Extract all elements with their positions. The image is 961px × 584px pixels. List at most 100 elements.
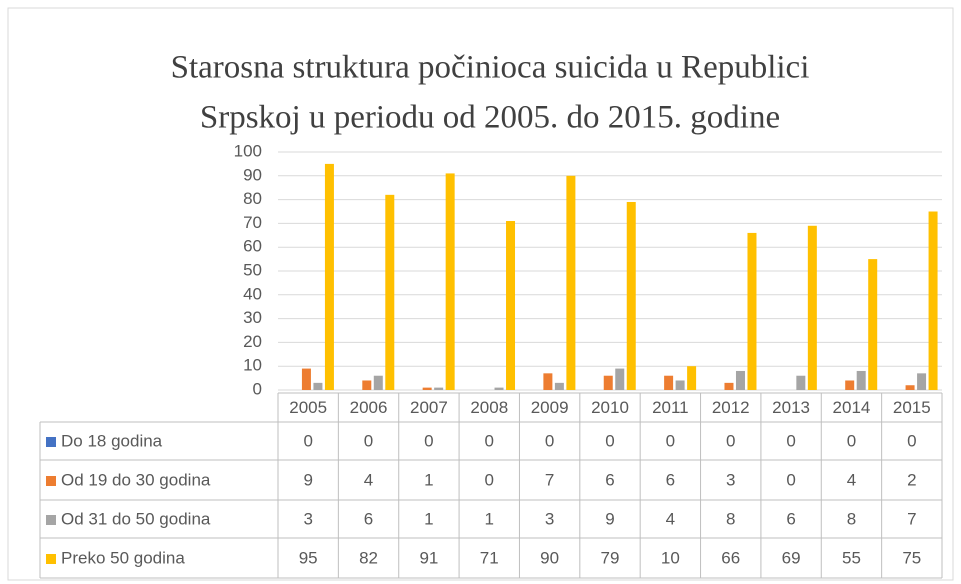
table-cell: 0 (485, 431, 494, 450)
bar (675, 380, 685, 390)
x-tick-label: 2005 (289, 398, 327, 417)
table-cell: 8 (726, 509, 735, 528)
table-cell: 0 (786, 431, 795, 450)
bar (422, 387, 432, 390)
table-cell: 9 (605, 509, 614, 528)
table-cell: 4 (666, 509, 675, 528)
bar (735, 370, 745, 390)
y-tick-label: 60 (243, 237, 262, 256)
table-cell: 4 (364, 470, 373, 489)
x-tick-label: 2015 (893, 398, 931, 417)
x-tick-label: 2014 (833, 398, 871, 417)
bar (566, 175, 576, 390)
table-cell: 55 (842, 548, 861, 567)
table-cell: 3 (303, 509, 312, 528)
y-tick-label: 0 (253, 379, 262, 398)
table-cell: 0 (786, 470, 795, 489)
table-cell: 1 (424, 509, 433, 528)
chart-title: Starosna struktura počinioca suicida u R… (171, 50, 810, 86)
x-tick-label: 2012 (712, 398, 750, 417)
table-cell: 0 (605, 431, 614, 450)
chart-title: Srpskoj u periodu od 2005. do 2015. godi… (200, 100, 780, 136)
bar (747, 232, 757, 390)
legend-label: Od 31 do 50 godina (61, 509, 211, 528)
x-tick-label: 2010 (591, 398, 629, 417)
bar (807, 225, 817, 390)
x-tick-label: 2011 (652, 398, 689, 417)
bar (724, 382, 734, 390)
x-tick-label: 2007 (410, 398, 448, 417)
table-cell: 82 (359, 548, 378, 567)
table-cell: 79 (601, 548, 620, 567)
x-tick-label: 2009 (531, 398, 569, 417)
table-cell: 6 (786, 509, 795, 528)
table-cell: 7 (545, 470, 554, 489)
bar (905, 385, 915, 390)
table-cell: 3 (726, 470, 735, 489)
table-cell: 6 (605, 470, 614, 489)
y-tick-label: 20 (243, 332, 262, 351)
table-cell: 6 (364, 509, 373, 528)
bar (856, 370, 866, 390)
table-cell: 9 (303, 470, 312, 489)
table-cell: 0 (364, 431, 373, 450)
table-cell: 69 (782, 548, 801, 567)
table-cell: 71 (480, 548, 499, 567)
table-cell: 7 (907, 509, 916, 528)
table-cell: 0 (666, 431, 675, 450)
y-tick-label: 90 (243, 165, 262, 184)
bar (445, 173, 455, 390)
y-tick-label: 10 (243, 356, 262, 375)
bar (362, 380, 372, 390)
bar (494, 387, 504, 390)
bar (554, 382, 564, 390)
y-tick-label: 40 (243, 284, 262, 303)
table-cell: 0 (726, 431, 735, 450)
legend-label: Preko 50 godina (61, 548, 185, 567)
table-cell: 4 (847, 470, 856, 489)
table-cell: 95 (299, 548, 318, 567)
table-cell: 90 (540, 548, 559, 567)
legend-key (46, 476, 56, 486)
y-tick-label: 80 (243, 189, 262, 208)
legend-key (46, 515, 56, 525)
bar (324, 163, 334, 390)
table-cell: 0 (907, 431, 916, 450)
y-tick-label: 100 (234, 141, 262, 160)
y-tick-label: 70 (243, 213, 262, 232)
legend-label: Do 18 godina (61, 431, 163, 450)
bar (543, 373, 553, 390)
legend-key (46, 437, 56, 447)
table-cell: 8 (847, 509, 856, 528)
table-cell: 10 (661, 548, 680, 567)
bar (615, 368, 625, 390)
legend-key (46, 554, 56, 564)
x-tick-label: 2006 (350, 398, 388, 417)
bar (664, 375, 674, 390)
table-cell: 6 (666, 470, 675, 489)
bar (845, 380, 855, 390)
chart-frame (7, 7, 954, 581)
table-cell: 0 (485, 470, 494, 489)
y-tick-label: 50 (243, 260, 262, 279)
bar (917, 373, 927, 390)
bar (687, 366, 697, 390)
bar (313, 382, 323, 390)
bar (301, 368, 311, 390)
table-cell: 1 (485, 509, 494, 528)
bar (928, 211, 938, 390)
x-tick-label: 2008 (470, 398, 508, 417)
bar (868, 259, 878, 390)
bar (626, 201, 636, 390)
legend-label: Od 19 do 30 godina (61, 470, 211, 489)
table-cell: 66 (721, 548, 740, 567)
bar (373, 375, 383, 390)
bar (506, 221, 516, 390)
table-cell: 75 (902, 548, 921, 567)
bar (796, 375, 806, 390)
bar (385, 194, 395, 390)
table-cell: 0 (424, 431, 433, 450)
table-cell: 3 (545, 509, 554, 528)
table-cell: 2 (907, 470, 916, 489)
